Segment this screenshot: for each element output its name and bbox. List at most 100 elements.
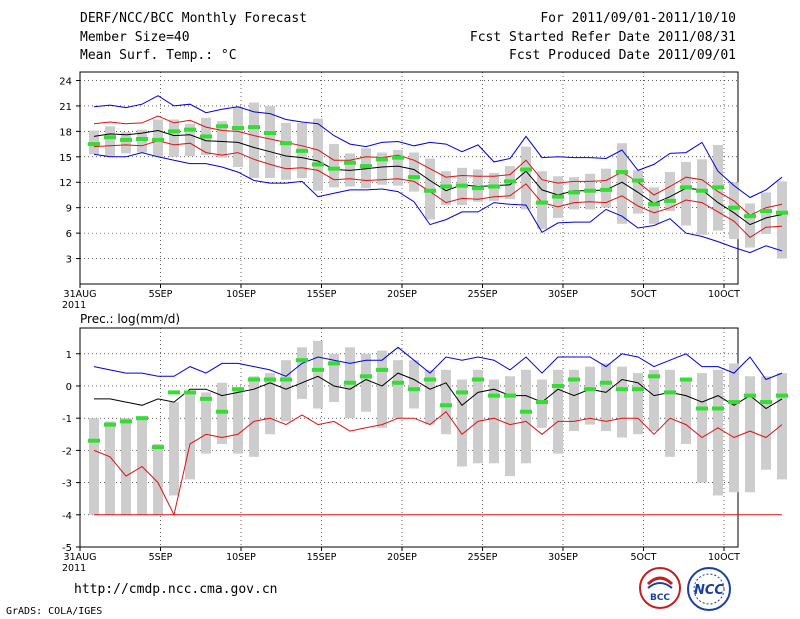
prec-spread-box [569,369,579,432]
prec-spread-box [393,360,403,419]
temp-spread-box [761,192,771,234]
prec-ytick-label: 0 [66,382,72,393]
temp-observed-marker [520,167,532,172]
prec-observed-marker [200,396,212,401]
prec-spread-box [665,369,675,457]
prec-observed-marker [216,409,228,414]
prec-spread-box [265,373,275,435]
prec-observed-marker [408,387,420,392]
temp-observed-marker [648,202,660,207]
prec-spread-box [457,379,467,467]
prec-observed-marker [552,383,564,388]
prec-spread-box [713,369,723,496]
prec-spread-box [185,392,195,480]
temp-upper-line [93,115,783,216]
temp-xtick-label: 5SEP [149,289,173,300]
prec-observed-marker [712,406,724,411]
ncc-logo: NCC [687,567,731,611]
prec-observed-marker [696,406,708,411]
prec-spread-box [489,379,499,464]
prec-observed-marker [616,387,628,392]
grads-credit: GrADS: COLA/IGES [6,606,103,617]
prec-observed-marker [104,422,116,427]
temp-max-line [93,95,783,199]
temp-spread-box [745,203,755,248]
prec-spread-box [761,376,771,470]
temp-observed-marker [664,198,676,203]
temp-observed-marker [248,125,260,130]
prec-xtick-label: 25SEP [468,552,498,563]
prec-observed-marker [632,387,644,392]
prec-spread-box [745,376,755,493]
prec-observed-marker [472,377,484,382]
prec-spread-box [729,363,739,493]
prec-mean-line [94,372,783,410]
temp-xtick-label: 5OCT [631,289,657,300]
temp-observed-marker [152,137,164,142]
prec-spread-box [473,369,483,464]
prec-observed-marker [648,374,660,379]
prec-spread-box [601,363,611,432]
temp-observed-marker [712,185,724,190]
temp-spread-box [537,171,547,229]
temp-observed-marker [552,194,564,199]
prec-spread-box [201,392,211,454]
temp-ytick-label: 15 [59,153,72,164]
temp-ytick-label: 24 [59,76,72,87]
temp-xtick-label: 25SEP [468,289,498,300]
temp-spread-box [265,105,275,178]
temp-spread-box [729,182,739,240]
prec-observed-marker [456,390,468,395]
prec-observed-marker [392,380,404,385]
temp-observed-marker [360,164,372,169]
prec-observed-marker [328,361,340,366]
temp-plot-frame [79,71,739,285]
prec-spread-box [505,376,515,477]
temp-xtick-label: 15SEP [307,289,337,300]
temp-ytick-label: 12 [59,178,72,189]
temp-min-line [93,152,783,254]
temp-spread-box [393,150,403,186]
prec-spread-box [649,369,659,432]
prec-spread-box [297,347,307,399]
prec-observed-marker [744,393,756,398]
temp-spread-box [329,144,339,188]
temp-observed-marker [312,162,324,167]
prec-observed-marker [520,409,532,414]
prec-spread-box [329,353,339,403]
temp-observed-marker [392,155,404,160]
prec-observed-marker [232,387,244,392]
temp-observed-marker [328,166,340,171]
prec-observed-marker [760,400,772,405]
source-url[interactable]: http://cmdp.ncc.cma.gov.cn [74,582,278,597]
temp-spread-box [249,102,259,178]
prec-observed-marker [152,445,164,450]
prec-observed-marker [664,390,676,395]
prec-observed-marker [504,393,516,398]
prec-spread-box [89,418,99,515]
prec-spread-box [361,353,371,412]
prec-ytick-label: -3 [62,479,72,490]
temp-observed-marker [424,188,436,193]
prec-spread-box [521,369,531,464]
prec-observed-marker [440,403,452,408]
temp-spread-box [617,143,627,224]
temp-observed-marker [280,141,292,146]
temp-spread-box [185,123,195,156]
temp-observed-marker [728,205,740,210]
prec-spread-box [441,369,451,435]
prec-observed-marker [488,393,500,398]
variable-label: Mean Surf. Temp.: °C [80,48,237,63]
temp-spread-box [233,106,243,167]
prec-panel-title: Prec.: log(mm/d) [80,312,180,326]
prec-spread-box [409,360,419,409]
prec-observed-marker [360,374,372,379]
temp-spread-box [697,159,707,235]
prec-observed-marker [424,377,436,382]
temp-observed-marker [376,157,388,162]
prec-spread-box [121,418,131,515]
forecast-produced-date: Fcst Produced Date 2011/09/01 [509,48,736,63]
prec-spread-box [233,389,243,454]
temp-observed-marker [136,136,148,141]
temp-observed-marker [632,178,644,183]
